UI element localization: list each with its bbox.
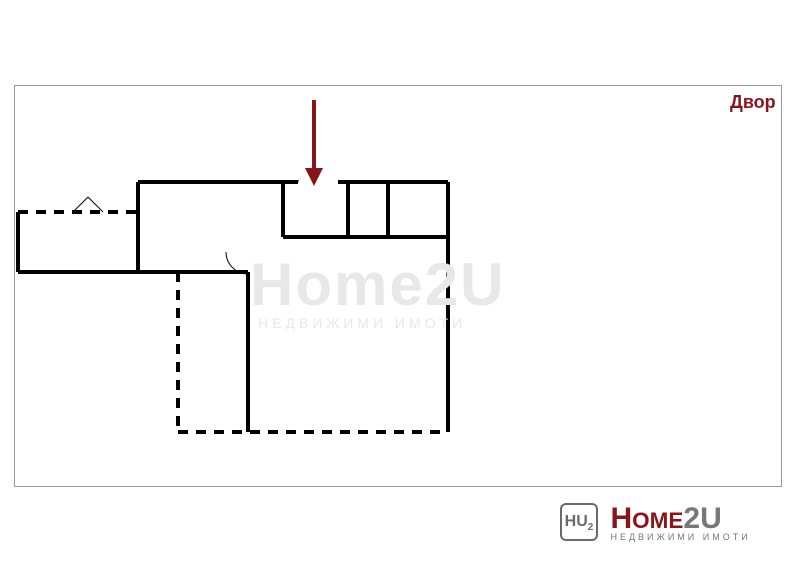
logo-brand-ome: OME bbox=[632, 508, 683, 533]
logo-badge-text: HU bbox=[565, 513, 588, 530]
logo-brand-h: H bbox=[610, 502, 632, 535]
floor-plan-canvas: { "canvas": { "width": 800, "height": 56… bbox=[0, 0, 800, 565]
lot-label: Двор bbox=[730, 92, 776, 113]
logo-badge-icon: HU2 bbox=[560, 503, 598, 541]
logo-brand-2u: 2U bbox=[683, 502, 721, 535]
entry-arrow-icon bbox=[301, 98, 327, 190]
watermark-sub: НЕДВИЖИМИ ИМОТИ bbox=[258, 315, 466, 331]
brand-logo: HU2 HOME2U НЕДВИЖИМИ ИМОТИ bbox=[560, 502, 751, 542]
logo-tagline: НЕДВИЖИМИ ИМОТИ bbox=[610, 532, 750, 542]
logo-badge-sub: 2 bbox=[588, 522, 594, 533]
watermark-main: Home2U bbox=[250, 250, 505, 319]
logo-brand-text: HOME2U НЕДВИЖИМИ ИМОТИ bbox=[610, 502, 750, 542]
